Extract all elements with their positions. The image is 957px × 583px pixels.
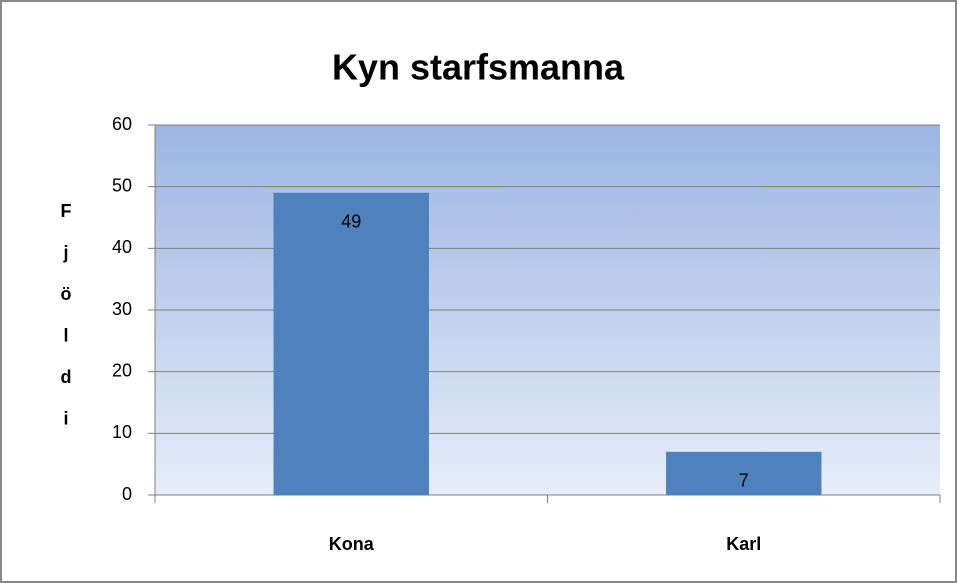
y-tick-label: 60 bbox=[112, 114, 132, 134]
y-tick-label: 50 bbox=[112, 175, 132, 195]
x-tick-label: Kona bbox=[329, 534, 375, 554]
y-tick-label: 20 bbox=[112, 360, 132, 380]
bar bbox=[666, 451, 822, 495]
y-tick-label: 30 bbox=[112, 299, 132, 319]
y-tick-label: 0 bbox=[122, 484, 132, 504]
bar bbox=[273, 192, 429, 496]
y-tick-label: 10 bbox=[112, 422, 132, 442]
x-tick-label: Karl bbox=[726, 534, 761, 554]
y-tick-label: 40 bbox=[112, 237, 132, 257]
data-label: 49 bbox=[341, 212, 361, 232]
data-label: 7 bbox=[739, 471, 749, 491]
chart-title: Kyn starfsmanna bbox=[332, 47, 625, 88]
